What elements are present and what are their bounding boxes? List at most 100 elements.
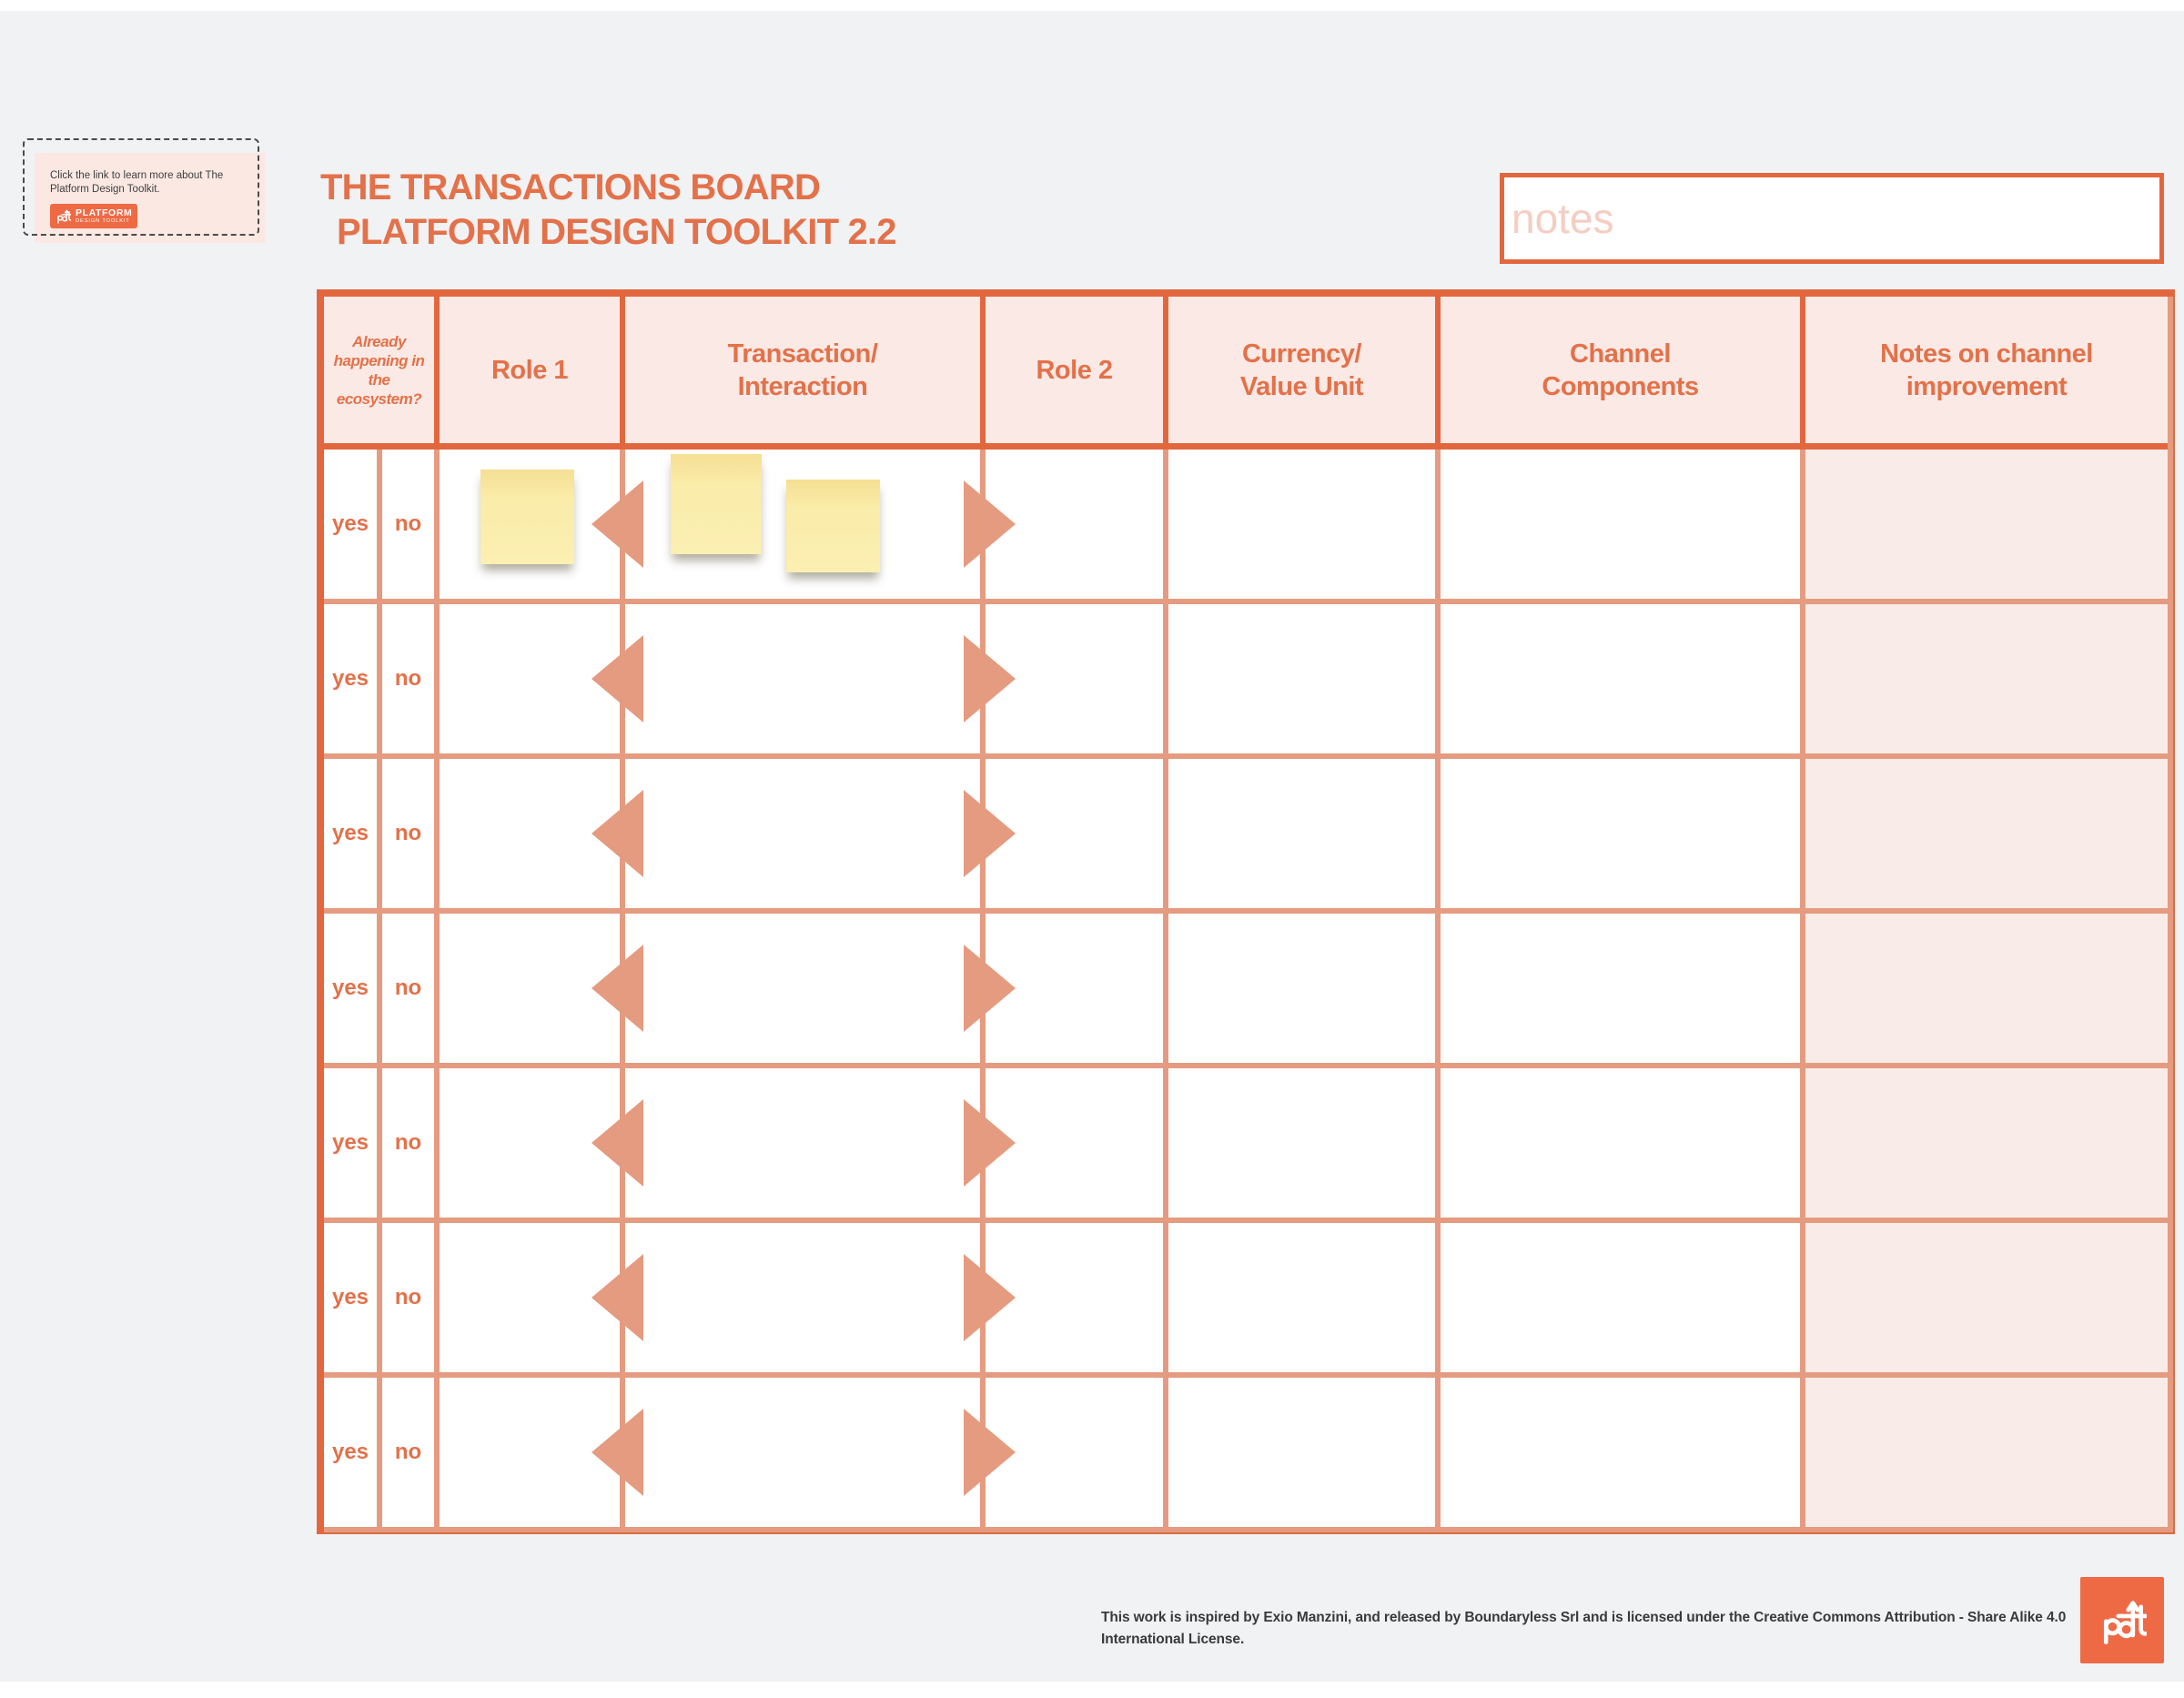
role1-cell[interactable]: [440, 1378, 620, 1527]
table-body: yes no yes no ye: [324, 450, 2168, 1527]
arrow-right-icon[interactable]: [964, 1409, 1016, 1496]
channel-components-cell[interactable]: [1441, 1378, 1800, 1527]
license-text: This work is inspired by Exio Manzini, a…: [1101, 1610, 2067, 1647]
currency-cell[interactable]: [1168, 759, 1435, 908]
arrow-right-icon[interactable]: [964, 1254, 1016, 1341]
no-label: no: [394, 511, 422, 536]
arrow-left-icon[interactable]: [592, 1099, 643, 1187]
channel-components-cell[interactable]: [1441, 1223, 1800, 1372]
table-row: yes no: [324, 450, 2168, 599]
arrow-right-icon[interactable]: [964, 945, 1016, 1032]
role1-cell[interactable]: [440, 914, 620, 1063]
yes-label: yes: [331, 1285, 369, 1309]
yes-label: yes: [331, 511, 369, 536]
notes-improvement-cell[interactable]: [1805, 914, 2168, 1063]
page-title-line1: THE TRANSACTIONS BOARD: [320, 167, 821, 207]
no-label: no: [394, 666, 422, 691]
pdt-logo[interactable]: [2080, 1577, 2164, 1663]
yes-label: yes: [331, 821, 369, 845]
channel-components-cell[interactable]: [1441, 450, 1800, 599]
yes-label: yes: [331, 666, 369, 691]
page-title: THE TRANSACTIONS BOARD PLATFORM DESIGN T…: [320, 166, 897, 255]
yes-cell[interactable]: yes: [324, 450, 377, 599]
page-title-line2: PLATFORM DESIGN TOOLKIT 2.2: [337, 212, 897, 252]
currency-cell[interactable]: [1168, 1223, 1435, 1372]
role1-cell[interactable]: [440, 759, 620, 908]
notes-improvement-cell[interactable]: [1805, 759, 2168, 908]
transaction-cell[interactable]: [592, 604, 1016, 753]
currency-cell[interactable]: [1168, 604, 1435, 753]
pdt-badge-line1: PLATFORM: [76, 207, 133, 218]
channel-components-cell[interactable]: [1441, 914, 1800, 1063]
yes-cell[interactable]: yes: [324, 1223, 377, 1372]
sticky-note[interactable]: [671, 454, 762, 554]
role1-cell[interactable]: [440, 1068, 620, 1218]
info-link-text[interactable]: Click the link to learn more about The P…: [50, 170, 224, 195]
arrow-left-icon[interactable]: [592, 635, 643, 723]
yes-cell[interactable]: yes: [324, 1068, 377, 1218]
yes-label: yes: [331, 1440, 369, 1464]
channel-components-cell[interactable]: [1441, 604, 1800, 753]
notes-improvement-cell[interactable]: [1805, 604, 2168, 753]
transaction-cell[interactable]: [592, 759, 1016, 908]
no-label: no: [394, 1285, 422, 1309]
table-row: yes no: [324, 759, 2168, 908]
currency-cell[interactable]: [1168, 1378, 1435, 1527]
arrow-left-icon[interactable]: [592, 790, 643, 877]
yes-cell[interactable]: yes: [324, 914, 377, 1063]
yes-cell[interactable]: yes: [324, 604, 377, 753]
arrow-left-icon[interactable]: [592, 945, 643, 1032]
notes-improvement-cell[interactable]: [1805, 1223, 2168, 1372]
no-cell[interactable]: no: [382, 1068, 434, 1218]
table-header-row: Already happening in the ecosystem? Role…: [324, 297, 2168, 450]
yes-cell[interactable]: yes: [324, 1378, 377, 1527]
role1-cell[interactable]: [440, 1223, 620, 1372]
no-cell[interactable]: no: [382, 604, 434, 753]
role1-cell[interactable]: [440, 604, 620, 753]
info-box-background: Click the link to learn more about The P…: [35, 153, 266, 243]
arrow-left-icon[interactable]: [592, 480, 643, 568]
col-header-transaction: Transaction/ Interaction: [625, 297, 980, 443]
yes-label: yes: [331, 1130, 369, 1155]
arrow-left-icon[interactable]: [592, 1409, 643, 1496]
transaction-cell[interactable]: [592, 1378, 1016, 1527]
table-row: yes no: [324, 914, 2168, 1063]
notes-input[interactable]: [1500, 173, 2164, 264]
arrow-right-icon[interactable]: [964, 1099, 1016, 1187]
sticky-note[interactable]: [480, 470, 574, 564]
yes-cell[interactable]: yes: [324, 759, 377, 908]
channel-components-cell[interactable]: [1441, 759, 1800, 908]
arrow-left-icon[interactable]: [592, 1254, 643, 1341]
transaction-cell[interactable]: [592, 1068, 1016, 1218]
sticky-note[interactable]: [786, 480, 880, 572]
pdt-badge[interactable]: PLATFORM DESIGN TOOLKIT: [50, 204, 137, 228]
arrow-right-icon[interactable]: [964, 480, 1016, 568]
no-cell[interactable]: no: [382, 1378, 434, 1527]
no-cell[interactable]: no: [382, 914, 434, 1063]
top-white-strip: [0, 0, 2184, 11]
currency-cell[interactable]: [1168, 914, 1435, 1063]
transaction-cell[interactable]: [592, 1223, 1016, 1372]
notes-improvement-cell[interactable]: [1805, 1068, 2168, 1218]
pdt-logo-icon: [57, 209, 71, 224]
arrow-right-icon[interactable]: [964, 790, 1016, 877]
no-cell[interactable]: no: [382, 450, 434, 599]
table-row: yes no: [324, 1378, 2168, 1527]
no-cell[interactable]: no: [382, 759, 434, 908]
table-row: yes no: [324, 604, 2168, 753]
col-header-already-happening: Already happening in the ecosystem?: [324, 297, 434, 443]
no-label: no: [394, 975, 422, 1000]
transaction-cell[interactable]: [592, 914, 1016, 1063]
channel-components-cell[interactable]: [1441, 1068, 1800, 1218]
notes-improvement-cell[interactable]: [1805, 450, 2168, 599]
currency-cell[interactable]: [1168, 1068, 1435, 1218]
col-header-notes-improvement: Notes on channel improvement: [1805, 297, 2168, 443]
table-row: yes no: [324, 1223, 2168, 1372]
notes-improvement-cell[interactable]: [1805, 1378, 2168, 1527]
no-label: no: [394, 1130, 422, 1155]
col-header-role2: Role 2: [986, 297, 1163, 443]
no-cell[interactable]: no: [382, 1223, 434, 1372]
currency-cell[interactable]: [1168, 450, 1435, 599]
arrow-right-icon[interactable]: [964, 635, 1016, 723]
